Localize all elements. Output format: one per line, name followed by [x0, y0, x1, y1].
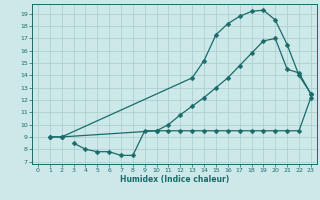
X-axis label: Humidex (Indice chaleur): Humidex (Indice chaleur)	[120, 175, 229, 184]
